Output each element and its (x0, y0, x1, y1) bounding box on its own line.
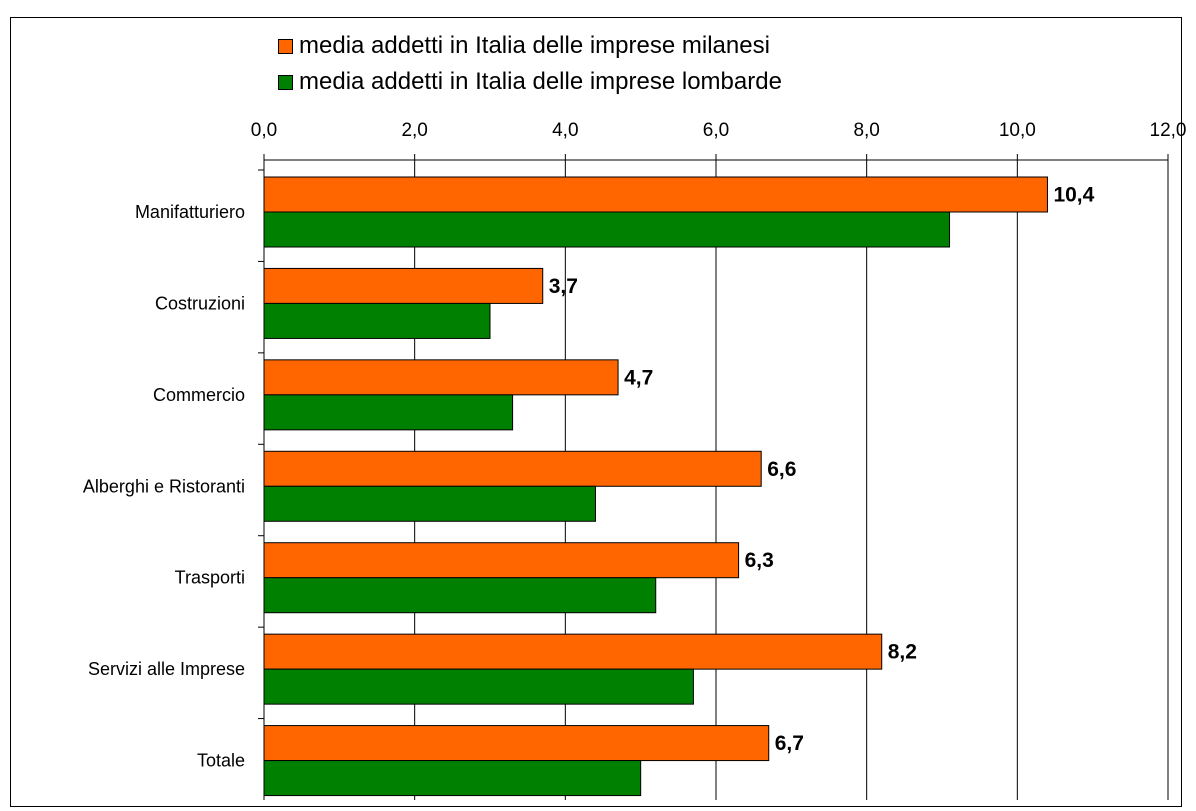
bar (263, 450, 762, 487)
bar (263, 485, 596, 522)
bar (263, 633, 883, 670)
x-tick-label: 0,0 (251, 120, 277, 141)
legend-label-lombarde: media addetti in Italia delle imprese lo… (299, 68, 782, 95)
category-label: Commercio (153, 385, 245, 405)
bar (263, 267, 544, 304)
data-label: 6,3 (745, 549, 774, 572)
bar (263, 577, 657, 614)
x-tick-label: 4,0 (552, 120, 578, 141)
x-tick-label: 10,0 (999, 120, 1036, 141)
category-label: Costruzioni (155, 293, 245, 313)
legend-swatch-milanesi (278, 38, 293, 54)
data-label: 4,7 (624, 366, 653, 389)
data-label: 6,7 (775, 732, 804, 755)
bar (263, 359, 619, 396)
data-label: 10,4 (1053, 184, 1094, 207)
x-tick-label: 6,0 (703, 120, 729, 141)
bar (263, 668, 694, 705)
legend-label-milanesi: media addetti in Italia delle imprese mi… (299, 32, 770, 59)
x-tick-label: 8,0 (853, 120, 879, 141)
category-label: Manifatturiero (135, 202, 245, 222)
legend-swatch-lombarde (278, 74, 293, 90)
x-tick-label: 12,0 (1150, 120, 1187, 141)
data-label: 8,2 (888, 641, 917, 664)
bar (263, 725, 770, 762)
bar (263, 176, 1048, 213)
legend-item-milanesi: media addetti in Italia delle imprese mi… (278, 28, 782, 64)
category-label: Totale (197, 751, 245, 771)
legend: media addetti in Italia delle imprese mi… (278, 28, 782, 100)
legend-item-lombarde: media addetti in Italia delle imprese lo… (278, 64, 782, 100)
category-label: Trasporti (175, 568, 245, 588)
bar (263, 394, 514, 431)
x-tick-label: 2,0 (401, 120, 427, 141)
bar (263, 211, 951, 248)
category-label: Servizi alle Imprese (88, 659, 245, 679)
category-label: Alberghi e Ristoranti (83, 476, 245, 496)
bar (263, 302, 491, 339)
bar (263, 542, 740, 579)
data-label: 3,7 (549, 275, 578, 298)
data-label: 6,6 (767, 458, 796, 481)
bar (263, 760, 642, 797)
